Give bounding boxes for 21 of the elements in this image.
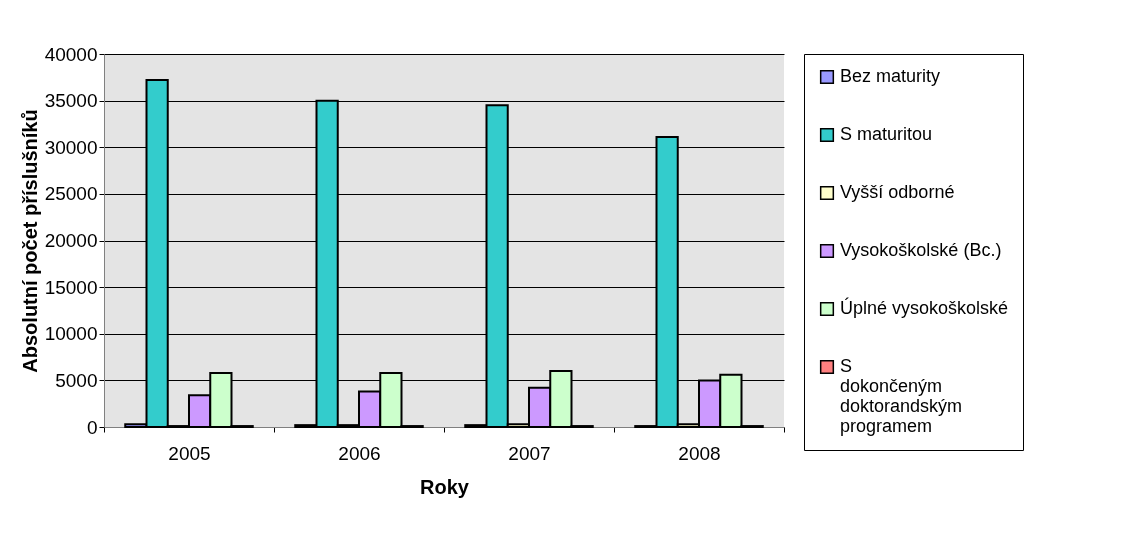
x-tick-label: 2008 (678, 442, 721, 464)
y-tick-label: 20000 (44, 230, 98, 251)
legend-label: S dokončeným doktorandským programem (840, 356, 963, 436)
x-tick-label: 2006 (338, 442, 381, 464)
y-tick-label: 10000 (44, 323, 98, 345)
legend-label: Bez maturity (840, 66, 941, 86)
legend-label: Vysokoškolské (Bc.) (840, 240, 1002, 260)
y-tick-label: 5000 (55, 369, 98, 391)
x-tick-label: 2005 (168, 442, 211, 464)
y-tick-label: 15000 (44, 276, 98, 298)
y-tick-label: 0 (86, 416, 98, 438)
x-axis-title: Roky (420, 475, 470, 498)
legend-label: Úplné vysokoškolské (840, 297, 1009, 318)
y-tick-label: 25000 (44, 183, 98, 205)
y-tick-label: 35000 (44, 90, 98, 112)
y-axis-title: Absolutní počet příslušníků (18, 109, 41, 373)
legend-label: S maturitou (840, 124, 933, 144)
y-tick-label: 40000 (44, 43, 98, 65)
y-tick-label: 30000 (44, 136, 98, 158)
legend-label: Vyšší odborné (840, 182, 955, 202)
x-tick-label: 2007 (508, 442, 551, 464)
